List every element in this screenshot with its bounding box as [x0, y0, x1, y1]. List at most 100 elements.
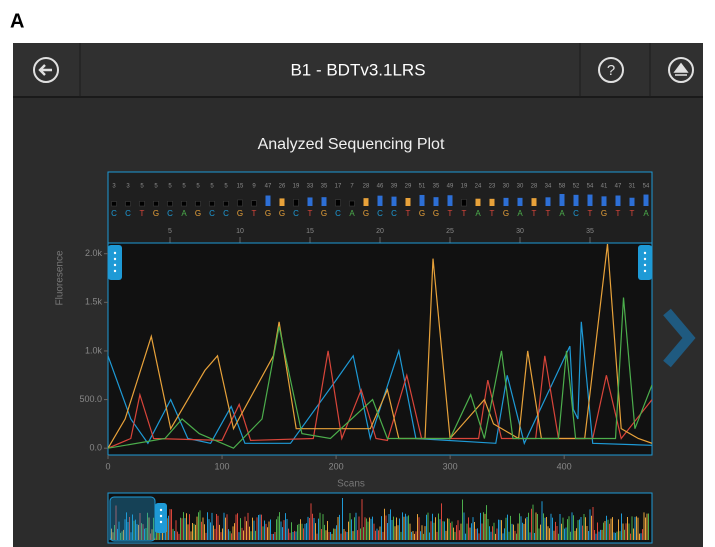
- left-handle[interactable]: [108, 245, 122, 280]
- y-tick-label: 500.0: [79, 394, 102, 404]
- base-call: A: [559, 209, 565, 218]
- toolbar: [13, 43, 703, 97]
- base-call: T: [588, 209, 593, 218]
- base-call: T: [490, 209, 495, 218]
- quality-bar: [279, 198, 285, 206]
- quality-label: 3: [126, 184, 130, 190]
- quality-label: 54: [643, 184, 650, 190]
- quality-label: 7: [350, 184, 354, 190]
- quality-bar: [139, 201, 145, 207]
- quality-label: 3: [112, 184, 116, 190]
- position-label: 30: [516, 228, 524, 235]
- overview-signal: [109, 498, 649, 540]
- quality-bar: [433, 197, 439, 206]
- position-label: 25: [446, 228, 454, 235]
- toolbar-title: B1 - BDTv3.1LRS: [290, 60, 425, 79]
- quality-bar: [447, 195, 453, 206]
- quality-bar: [531, 198, 537, 206]
- quality-bar: [419, 194, 425, 206]
- x-tick-label: 200: [329, 461, 344, 471]
- overview-selection[interactable]: [109, 496, 167, 542]
- quality-label: 19: [293, 184, 300, 190]
- quality-label: 34: [545, 184, 552, 190]
- base-call: T: [448, 209, 453, 218]
- x-tick-label: 0: [105, 461, 110, 471]
- y-axis-label: Fluoresence: [55, 250, 66, 305]
- quality-label: 33: [307, 184, 314, 190]
- back-button[interactable]: [33, 57, 59, 83]
- quality-label: 5: [140, 184, 144, 190]
- quality-bar: [111, 201, 117, 207]
- quality-bar: [265, 195, 271, 206]
- quality-bar: [335, 199, 341, 207]
- quality-bar: [377, 195, 383, 206]
- quality-bar: [489, 198, 495, 206]
- quality-label: 15: [237, 184, 244, 190]
- base-call: G: [237, 209, 243, 218]
- quality-bar: [209, 201, 215, 207]
- position-label: 35: [586, 228, 594, 235]
- quality-label: 5: [168, 184, 172, 190]
- quality-label: 29: [405, 184, 412, 190]
- base-call: C: [167, 209, 173, 218]
- base-call: G: [265, 209, 271, 218]
- next-arrow[interactable]: [663, 308, 696, 368]
- base-call: C: [391, 209, 397, 218]
- quality-bar: [475, 198, 481, 206]
- quality-bar: [643, 194, 649, 206]
- x-tick-label: 400: [557, 461, 572, 471]
- trace: [108, 297, 652, 449]
- base-call: T: [308, 209, 313, 218]
- base-call: A: [181, 209, 187, 218]
- base-call: G: [321, 209, 327, 218]
- position-label: 15: [306, 228, 314, 235]
- base-call: G: [153, 209, 159, 218]
- quality-bar: [601, 196, 607, 206]
- base-call: T: [630, 209, 635, 218]
- basecall-panel: [107, 171, 653, 244]
- quality-label: 24: [475, 184, 482, 190]
- quality-bar: [587, 194, 593, 206]
- quality-bar: [223, 201, 229, 207]
- quality-label: 49: [447, 184, 454, 190]
- right-handle[interactable]: [638, 245, 652, 280]
- quality-label: 30: [517, 184, 524, 190]
- quality-label: 19: [461, 184, 468, 190]
- base-call: T: [546, 209, 551, 218]
- quality-bar: [167, 201, 173, 207]
- quality-label: 5: [196, 184, 200, 190]
- eject-button[interactable]: [668, 57, 694, 83]
- quality-bar: [349, 200, 355, 207]
- x-tick-label: 300: [443, 461, 458, 471]
- quality-bar: [195, 201, 201, 207]
- quality-bar: [545, 197, 551, 206]
- quality-label: 52: [573, 184, 580, 190]
- quality-bar: [125, 201, 131, 207]
- y-tick-label: 1.0k: [85, 345, 103, 355]
- quality-bar: [573, 194, 579, 206]
- base-call: T: [140, 209, 145, 218]
- quality-bar: [237, 199, 243, 207]
- help-button[interactable]: ?: [598, 57, 624, 83]
- quality-bar: [181, 201, 187, 207]
- plot-title: Analyzed Sequencing Plot: [258, 136, 445, 153]
- quality-label: 47: [265, 184, 272, 190]
- quality-bar: [363, 198, 369, 206]
- quality-bar: [307, 197, 313, 206]
- y-tick-label: 2.0k: [85, 248, 103, 258]
- quality-bar: [559, 194, 565, 206]
- x-tick-label: 100: [215, 461, 230, 471]
- base-call: G: [279, 209, 285, 218]
- base-call: G: [433, 209, 439, 218]
- position-label: 10: [236, 228, 244, 235]
- traces: [108, 243, 652, 449]
- quality-label: 28: [531, 184, 538, 190]
- y-tick-label: 1.5k: [85, 297, 103, 307]
- base-call: A: [643, 209, 649, 218]
- quality-label: 17: [335, 184, 342, 190]
- quality-label: 5: [210, 184, 214, 190]
- base-call: C: [335, 209, 341, 218]
- base-call: T: [616, 209, 621, 218]
